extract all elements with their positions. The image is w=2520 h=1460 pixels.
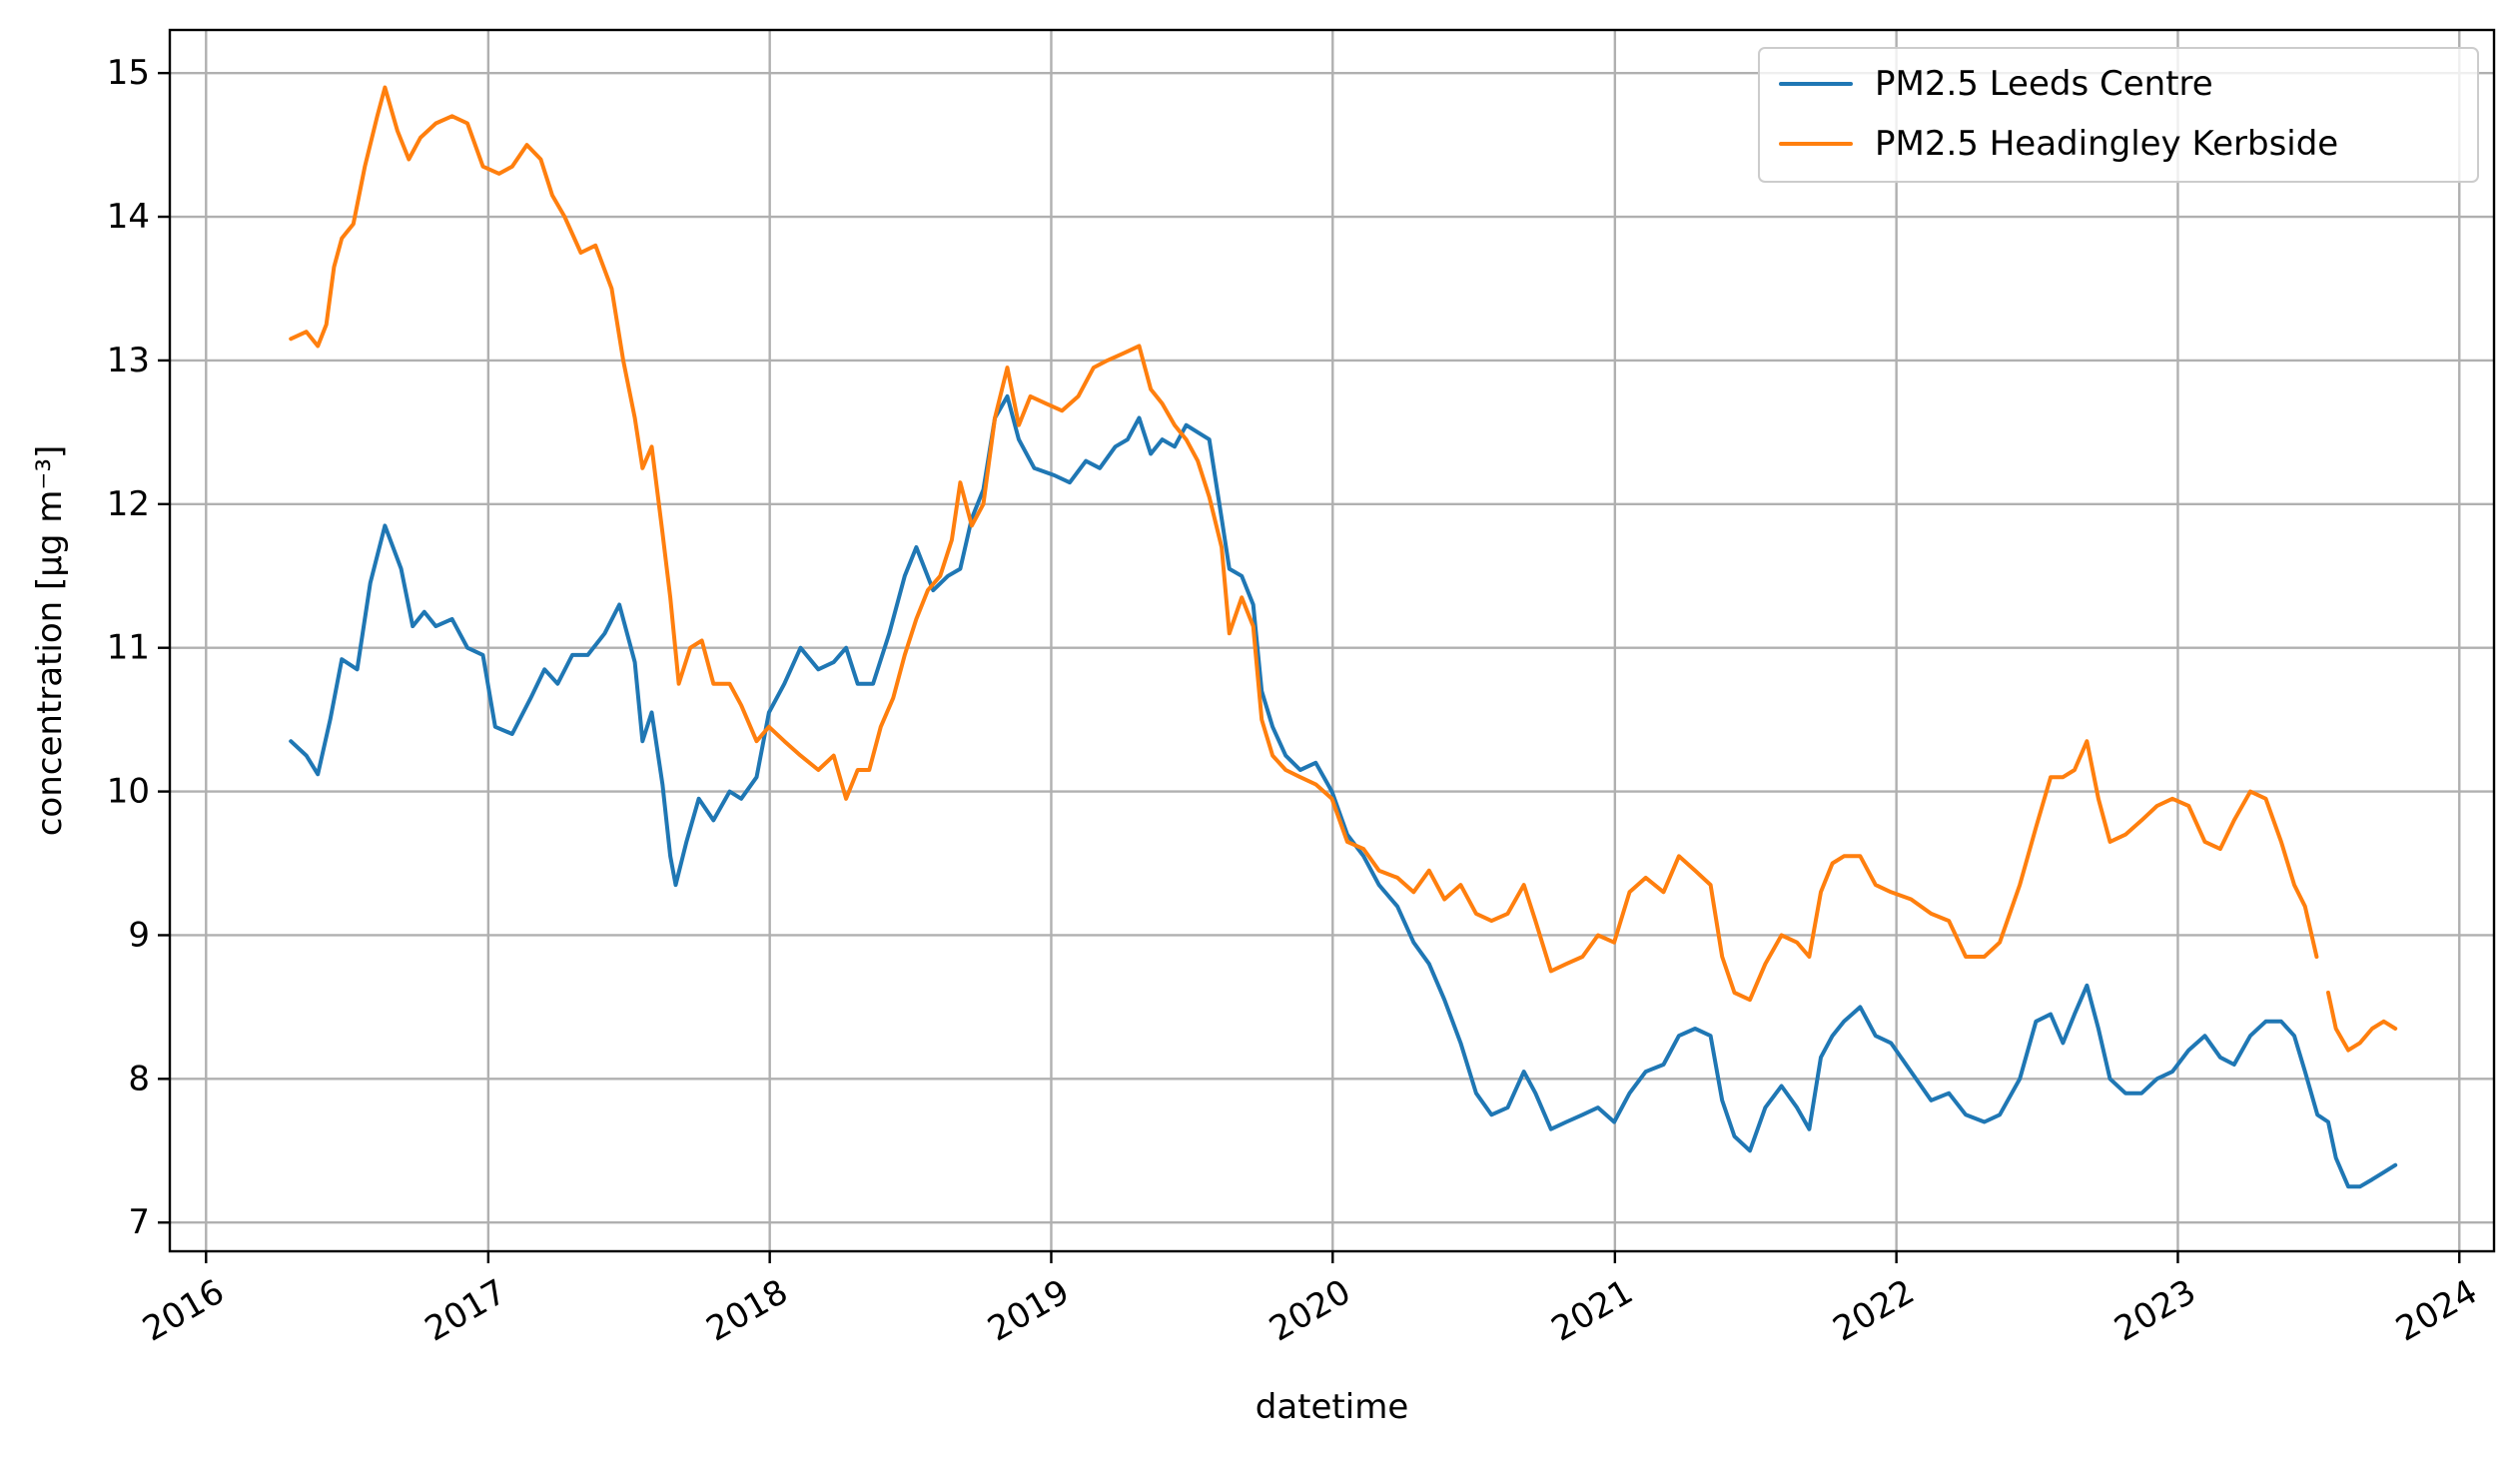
series-line-headingley-kerbside [289, 85, 2398, 1053]
x-axis-title: datetime [1256, 1387, 1408, 1427]
legend-box [1758, 47, 2479, 183]
y-tick-label: 11 [107, 628, 150, 668]
y-tick-label: 10 [107, 772, 150, 812]
series-line-leeds-centre [289, 393, 2398, 1189]
y-tick-label: 14 [107, 197, 150, 237]
legend: PM2.5 Leeds Centre PM2.5 Headingley Kerb… [1758, 47, 2479, 183]
y-axis-title: concentration [µg m⁻³] [30, 445, 70, 837]
legend-label-leeds-centre: PM2.5 Leeds Centre [1875, 64, 2213, 104]
y-tick-label: 15 [107, 53, 150, 93]
y-tick-label: 7 [128, 1202, 150, 1242]
y-tick-label: 12 [107, 484, 150, 524]
series-lines [289, 85, 2398, 1189]
y-tick-label: 8 [128, 1059, 150, 1098]
y-tick-label: 13 [107, 341, 150, 380]
legend-label-headingley-kerbside: PM2.5 Headingley Kerbside [1875, 124, 2338, 164]
y-tick-label: 9 [128, 915, 150, 955]
